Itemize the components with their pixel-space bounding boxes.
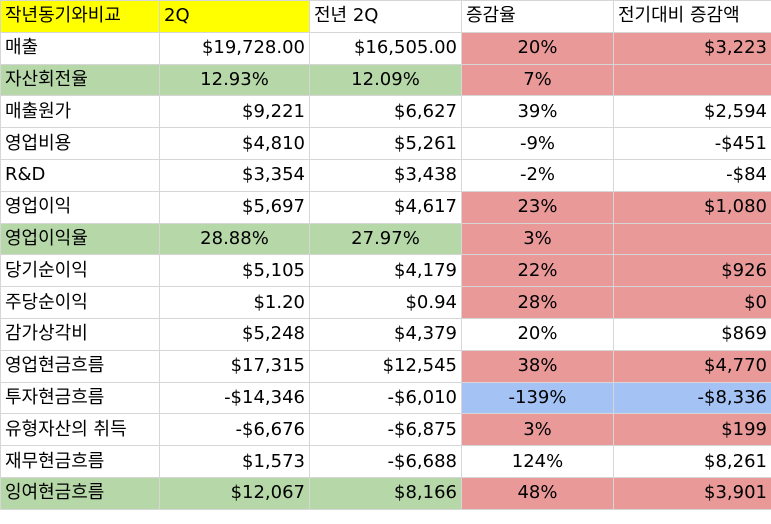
change-rate-cell[interactable]: 28% (461, 286, 614, 319)
table-row: 영업현금흐름 $17,315 $12,545 38% $4,770 (0, 349, 771, 383)
previous-value-cell[interactable]: $4,379 (309, 317, 462, 351)
row-label-cell[interactable]: 매출원가 (0, 95, 160, 129)
previous-value-cell[interactable]: $4,179 (309, 254, 462, 288)
change-amount-cell[interactable]: -$84 (613, 158, 771, 192)
current-value-cell[interactable]: 28.88% (159, 222, 310, 256)
table-row: 재무현금흐름 $1,573 -$6,688 124% $8,261 (0, 445, 771, 478)
change-amount-cell[interactable] (613, 63, 771, 97)
current-value-cell[interactable]: $17,315 (159, 349, 310, 383)
previous-value-cell[interactable]: 12.09% (309, 63, 462, 97)
change-rate-cell[interactable]: -9% (461, 127, 614, 160)
change-rate-cell[interactable]: 23% (461, 190, 614, 224)
current-value-cell[interactable]: $19,728.00 (159, 31, 310, 65)
previous-value-cell[interactable]: -$6,010 (309, 381, 462, 415)
change-amount-cell[interactable]: $199 (613, 413, 771, 447)
header-cell[interactable]: 증감율 (461, 0, 614, 33)
change-amount-cell[interactable]: -$8,336 (613, 381, 771, 415)
current-value-cell[interactable]: 12.93% (159, 63, 310, 97)
previous-value-cell[interactable]: -$6,688 (309, 445, 462, 478)
change-rate-cell[interactable]: 3% (461, 222, 614, 256)
row-label-cell[interactable]: 잉여현금흐름 (0, 476, 160, 510)
row-label-cell[interactable]: 자산회전율 (0, 63, 160, 97)
table-row: 투자현금흐름 -$14,346 -$6,010 -139% -$8,336 (0, 381, 771, 415)
previous-value-cell[interactable]: 27.97% (309, 222, 462, 256)
row-label-cell[interactable]: 당기순이익 (0, 254, 160, 288)
row-label-cell[interactable]: 매출 (0, 31, 160, 65)
row-label-cell[interactable]: 영업이익 (0, 190, 160, 224)
change-rate-cell[interactable]: 48% (461, 476, 614, 510)
header-cell[interactable]: 전년 2Q (309, 0, 462, 33)
change-amount-cell[interactable]: $3,901 (613, 476, 771, 510)
row-label-cell[interactable]: 주당순이익 (0, 286, 160, 319)
change-amount-cell[interactable]: $3,223 (613, 31, 771, 65)
current-value-cell[interactable]: $4,810 (159, 127, 310, 160)
current-value-cell[interactable]: $5,248 (159, 317, 310, 351)
table-row: 감가상각비 $5,248 $4,379 20% $869 (0, 317, 771, 351)
change-amount-cell[interactable]: $1,080 (613, 190, 771, 224)
current-value-cell[interactable]: $3,354 (159, 158, 310, 192)
previous-value-cell[interactable]: $12,545 (309, 349, 462, 383)
previous-value-cell[interactable]: $8,166 (309, 476, 462, 510)
current-value-cell[interactable]: -$6,676 (159, 413, 310, 447)
spreadsheet-table: 작년동기와비교 2Q 전년 2Q 증감율 전기대비 증감액 매출 $19,728… (0, 0, 771, 510)
header-cell[interactable]: 2Q (159, 0, 310, 33)
table-row: 영업비용 $4,810 $5,261 -9% -$451 (0, 127, 771, 160)
current-value-cell[interactable]: $1,573 (159, 445, 310, 478)
change-amount-cell[interactable]: $4,770 (613, 349, 771, 383)
table-row: 영업이익율 28.88% 27.97% 3% (0, 222, 771, 256)
table-row: 주당순이익 $1.20 $0.94 28% $0 (0, 286, 771, 319)
header-row: 작년동기와비교 2Q 전년 2Q 증감율 전기대비 증감액 (0, 0, 771, 33)
change-rate-cell[interactable]: -139% (461, 381, 614, 415)
row-label-cell[interactable]: 영업이익율 (0, 222, 160, 256)
change-rate-cell[interactable]: 38% (461, 349, 614, 383)
change-amount-cell[interactable]: $926 (613, 254, 771, 288)
row-label-cell[interactable]: 투자현금흐름 (0, 381, 160, 415)
change-rate-cell[interactable]: 39% (461, 95, 614, 129)
table-row: 영업이익 $5,697 $4,617 23% $1,080 (0, 190, 771, 224)
header-cell[interactable]: 전기대비 증감액 (613, 0, 771, 33)
row-label-cell[interactable]: 감가상각비 (0, 317, 160, 351)
table-row: 유형자산의 취득 -$6,676 -$6,875 3% $199 (0, 413, 771, 447)
table-row: 잉여현금흐름 $12,067 $8,166 48% $3,901 (0, 476, 771, 510)
previous-value-cell[interactable]: $5,261 (309, 127, 462, 160)
previous-value-cell[interactable]: $16,505.00 (309, 31, 462, 65)
change-rate-cell[interactable]: 20% (461, 31, 614, 65)
table-row: 매출 $19,728.00 $16,505.00 20% $3,223 (0, 31, 771, 65)
row-label-cell[interactable]: 재무현금흐름 (0, 445, 160, 478)
change-amount-cell[interactable]: -$451 (613, 127, 771, 160)
header-cell[interactable]: 작년동기와비교 (0, 0, 160, 33)
row-label-cell[interactable]: R&D (0, 158, 160, 192)
change-rate-cell[interactable]: -2% (461, 158, 614, 192)
change-amount-cell[interactable]: $8,261 (613, 445, 771, 478)
change-amount-cell[interactable]: $869 (613, 317, 771, 351)
change-rate-cell[interactable]: 7% (461, 63, 614, 97)
previous-value-cell[interactable]: $4,617 (309, 190, 462, 224)
table-row: 자산회전율 12.93% 12.09% 7% (0, 63, 771, 97)
change-amount-cell[interactable]: $0 (613, 286, 771, 319)
current-value-cell[interactable]: $9,221 (159, 95, 310, 129)
row-label-cell[interactable]: 영업비용 (0, 127, 160, 160)
current-value-cell[interactable]: $5,697 (159, 190, 310, 224)
current-value-cell[interactable]: $1.20 (159, 286, 310, 319)
current-value-cell[interactable]: $12,067 (159, 476, 310, 510)
change-rate-cell[interactable]: 20% (461, 317, 614, 351)
table-row: 당기순이익 $5,105 $4,179 22% $926 (0, 254, 771, 288)
previous-value-cell[interactable]: -$6,875 (309, 413, 462, 447)
change-amount-cell[interactable]: $2,594 (613, 95, 771, 129)
row-label-cell[interactable]: 유형자산의 취득 (0, 413, 160, 447)
previous-value-cell[interactable]: $3,438 (309, 158, 462, 192)
table-row: R&D $3,354 $3,438 -2% -$84 (0, 158, 771, 192)
row-label-cell[interactable]: 영업현금흐름 (0, 349, 160, 383)
previous-value-cell[interactable]: $6,627 (309, 95, 462, 129)
change-rate-cell[interactable]: 124% (461, 445, 614, 478)
previous-value-cell[interactable]: $0.94 (309, 286, 462, 319)
current-value-cell[interactable]: -$14,346 (159, 381, 310, 415)
change-rate-cell[interactable]: 22% (461, 254, 614, 288)
current-value-cell[interactable]: $5,105 (159, 254, 310, 288)
table-row: 매출원가 $9,221 $6,627 39% $2,594 (0, 95, 771, 129)
change-amount-cell[interactable] (613, 222, 771, 256)
change-rate-cell[interactable]: 3% (461, 413, 614, 447)
